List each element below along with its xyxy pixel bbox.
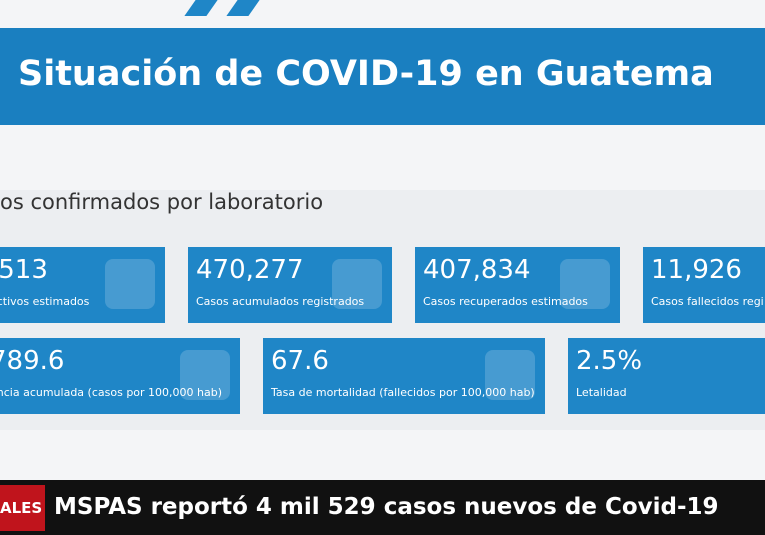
stat-label: Letalidad	[576, 386, 627, 399]
stat-value: 470,277	[196, 255, 304, 285]
section-title: os confirmados por laboratorio	[0, 190, 324, 214]
stat-label: activos estimados	[0, 295, 90, 308]
stat-label: Casos acumulados registrados	[196, 295, 365, 308]
ticker-tag: ALES	[0, 485, 45, 531]
card-icon	[105, 259, 155, 309]
stat-card: 789.6 encia acumulada (casos por 100,000 …	[0, 338, 240, 414]
stat-card: 470,277 Casos acumulados registrados	[188, 247, 392, 323]
card-icon	[485, 350, 535, 400]
card-icon	[180, 350, 230, 400]
card-icon	[332, 259, 382, 309]
card-icon	[560, 259, 610, 309]
stat-value: 11,926	[651, 255, 742, 285]
stat-card: 407,834 Casos recuperados estimados	[415, 247, 620, 323]
stat-value: 67.6	[271, 346, 329, 376]
ticker	[0, 480, 765, 535]
stat-value: 2.5%	[576, 346, 643, 376]
chevron	[184, 0, 218, 16]
stat-card: 11,926 Casos fallecidos regi	[643, 247, 765, 323]
stat-label: Casos recuperados estimados	[423, 295, 588, 308]
ticker-headline: MSPAS reportó 4 mil 529 casos nuevos de …	[54, 494, 719, 520]
chevron	[226, 0, 260, 16]
title: Situación de COVID-19 en Guatema	[18, 54, 714, 94]
stat-card: ,513 activos estimados	[0, 247, 165, 323]
stat-label: Tasa de mortalidad (fallecidos por 100,0…	[271, 386, 535, 399]
banner	[0, 28, 765, 125]
stat-label: encia acumulada (casos por 100,000 hab)	[0, 386, 223, 399]
stat-label: Casos fallecidos regi	[651, 295, 764, 308]
stat-value: ,513	[0, 255, 48, 285]
stat-value: 407,834	[423, 255, 531, 285]
stat-card: 67.6 Tasa de mortalidad (fallecidos por 1…	[263, 338, 545, 414]
stat-card: 2.5% Letalidad	[568, 338, 765, 414]
stat-value: 789.6	[0, 346, 65, 376]
